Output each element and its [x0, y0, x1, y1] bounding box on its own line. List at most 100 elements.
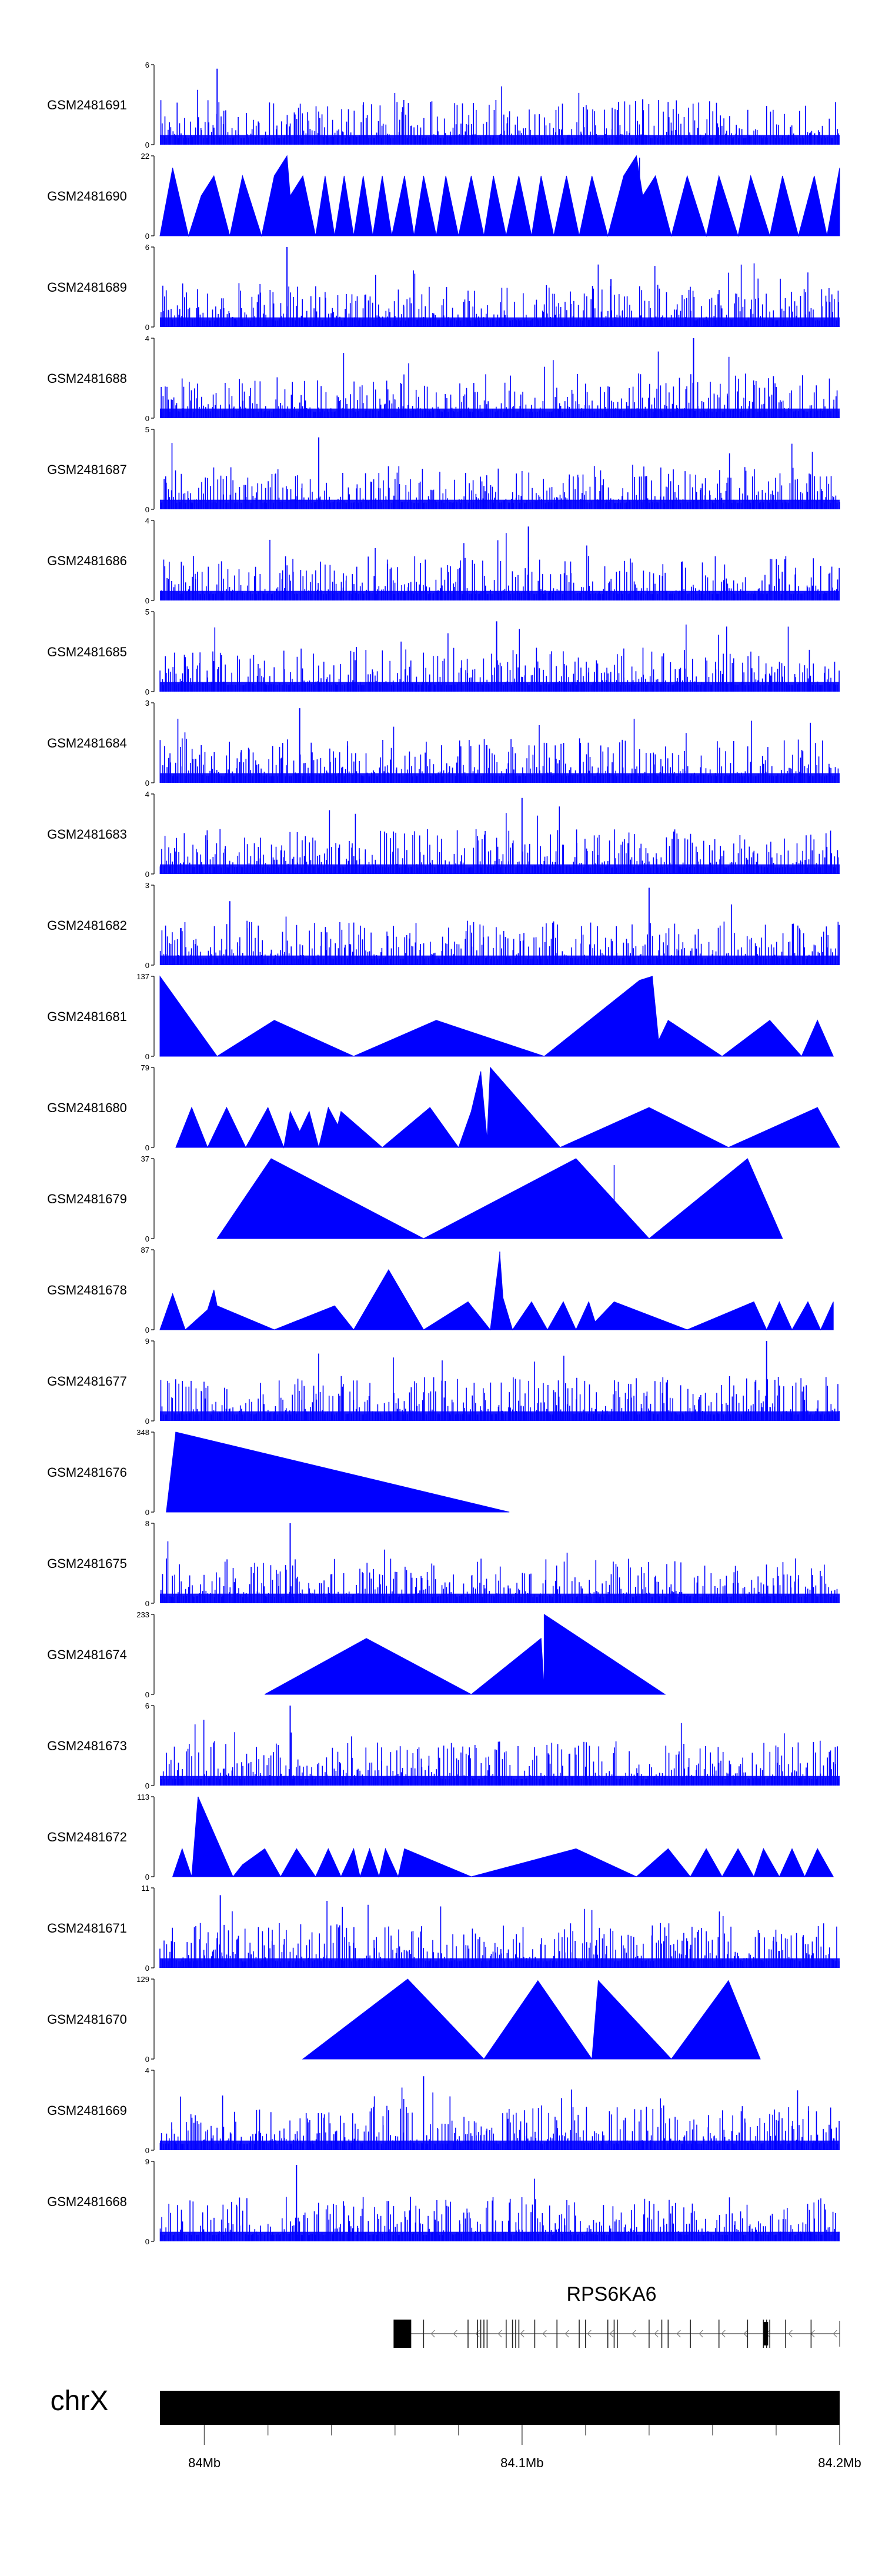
coverage-area: [302, 1978, 761, 2060]
track-label: GSM2481684: [47, 736, 127, 750]
gene-model: RPS6KA6: [393, 2283, 840, 2348]
coverage-baseline: [160, 1411, 840, 1421]
y-axis-max-label: 3: [145, 881, 149, 890]
y-axis-min-label: 0: [145, 688, 149, 696]
track-GSM2481681: GSM2481681 137 0: [47, 972, 834, 1061]
track-GSM2481680: GSM2481680 79 0: [47, 1063, 840, 1152]
y-axis-min-label: 0: [145, 1326, 149, 1334]
y-axis-min-label: 0: [145, 1143, 149, 1152]
chromosome-bar: [160, 2391, 840, 2425]
strand-chevron: [430, 2330, 435, 2338]
track-label: GSM2481689: [47, 280, 127, 295]
coverage-area: [175, 1066, 840, 1149]
coverage-spikes: [159, 806, 839, 874]
coverage-spikes: [161, 351, 840, 418]
axis-tick-label: 84Mb: [188, 2455, 220, 2470]
coverage-spikes: [161, 443, 840, 509]
strand-chevron: [788, 2330, 793, 2338]
y-axis-max-label: 233: [136, 1610, 149, 1619]
y-axis-max-label: 137: [136, 972, 149, 981]
strand-chevron: [609, 2330, 614, 2338]
track-GSM2481686: GSM2481686 4 0: [47, 516, 840, 605]
track-GSM2481682: GSM2481682 3 0: [47, 881, 840, 970]
coverage-spikes: [159, 624, 840, 692]
track-label: GSM2481674: [47, 1647, 127, 1662]
coverage-spikes: [160, 86, 839, 145]
track-label: GSM2481679: [47, 1192, 127, 1206]
y-axis-min-label: 0: [145, 961, 149, 970]
y-axis-min-label: 0: [145, 596, 149, 605]
coverage-spikes: [161, 263, 840, 327]
y-axis-max-label: 5: [145, 608, 149, 616]
track-label: GSM2481676: [47, 1465, 127, 1480]
track-GSM2481690: GSM2481690 22 0: [47, 152, 840, 241]
y-axis-max-label: 4: [145, 2066, 149, 2075]
y-axis-max-label: 8: [145, 1519, 149, 1528]
y-axis-max-label: 348: [136, 1428, 149, 1437]
strand-chevron: [453, 2330, 457, 2338]
y-axis-min-label: 0: [145, 1052, 149, 1061]
y-axis-max-label: 9: [145, 2157, 149, 2166]
coverage-baseline: [160, 408, 840, 418]
y-axis-min-label: 0: [145, 1417, 149, 1426]
coverage-area: [265, 1614, 666, 1695]
track-label: GSM2481681: [47, 1009, 127, 1024]
y-axis-min-label: 0: [145, 2146, 149, 2155]
exon-utr-block: [393, 2320, 412, 2348]
track-GSM2481687: GSM2481687 5 0: [47, 425, 840, 514]
y-axis-min-label: 0: [145, 1690, 149, 1699]
track-GSM2481676: GSM2481676 348 0: [47, 1428, 510, 1517]
strand-chevron: [475, 2330, 480, 2338]
y-axis-max-label: 4: [145, 790, 149, 799]
coverage-spikes: [161, 1541, 840, 1603]
strand-chevron: [676, 2330, 681, 2338]
coverage-spikes: [159, 2087, 840, 2150]
gene-name: RPS6KA6: [566, 2283, 656, 2305]
y-axis-max-label: 3: [145, 699, 149, 708]
track-label: GSM2481672: [47, 1830, 127, 1844]
strand-chevron: [497, 2330, 502, 2338]
y-axis-min-label: 0: [145, 1599, 149, 1608]
y-axis-max-label: 5: [145, 425, 149, 434]
y-axis-min-label: 0: [145, 779, 149, 788]
strand-chevron: [833, 2330, 837, 2338]
y-axis-max-label: 11: [142, 1884, 150, 1893]
y-axis-min-label: 0: [145, 1873, 149, 1881]
track-label: GSM2481673: [47, 1739, 127, 1753]
coverage-area: [172, 1796, 834, 1878]
y-axis-min-label: 0: [145, 2237, 149, 2246]
track-GSM2481673: GSM2481673 6 0: [47, 1701, 840, 1790]
track-label: GSM2481675: [47, 1556, 127, 1571]
coverage-tracks: GSM248169160GSM2481690220GSM248168960GSM…: [47, 61, 840, 2246]
y-axis-max-label: 9: [145, 1337, 149, 1346]
track-label: GSM2481680: [47, 1100, 127, 1115]
y-axis-max-label: 6: [145, 1701, 149, 1710]
track-label: GSM2481683: [47, 827, 127, 842]
strand-chevron: [564, 2330, 569, 2338]
y-axis-min-label: 0: [145, 1508, 149, 1517]
y-axis-max-label: 4: [145, 516, 149, 525]
axis-tick-label: 84.1Mb: [500, 2455, 543, 2470]
track-GSM2481685: GSM2481685 5 0: [47, 608, 840, 696]
track-label: GSM2481687: [47, 462, 127, 477]
track-label: GSM2481671: [47, 1921, 127, 1936]
y-axis-min-label: 0: [145, 1781, 149, 1790]
y-axis-max-label: 6: [145, 61, 149, 69]
y-axis-max-label: 4: [145, 334, 149, 343]
coverage-area: [166, 1432, 510, 1513]
track-GSM2481674: GSM2481674 233 0: [47, 1610, 666, 1699]
strand-chevron: [743, 2330, 748, 2338]
track-GSM2481671: GSM2481671 11 0: [47, 1884, 840, 1973]
coverage-spikes: [159, 1901, 840, 1968]
strand-chevron: [721, 2330, 726, 2338]
track-label: GSM2481688: [47, 371, 127, 386]
strand-chevron: [542, 2330, 547, 2338]
track-GSM2481670: GSM2481670 129 0: [47, 1975, 761, 2064]
y-axis-max-label: 37: [141, 1154, 149, 1163]
track-label: GSM2481685: [47, 645, 127, 659]
coverage-spikes: [159, 904, 840, 965]
strand-chevron: [654, 2330, 659, 2338]
y-axis-min-label: 0: [145, 1964, 149, 1973]
